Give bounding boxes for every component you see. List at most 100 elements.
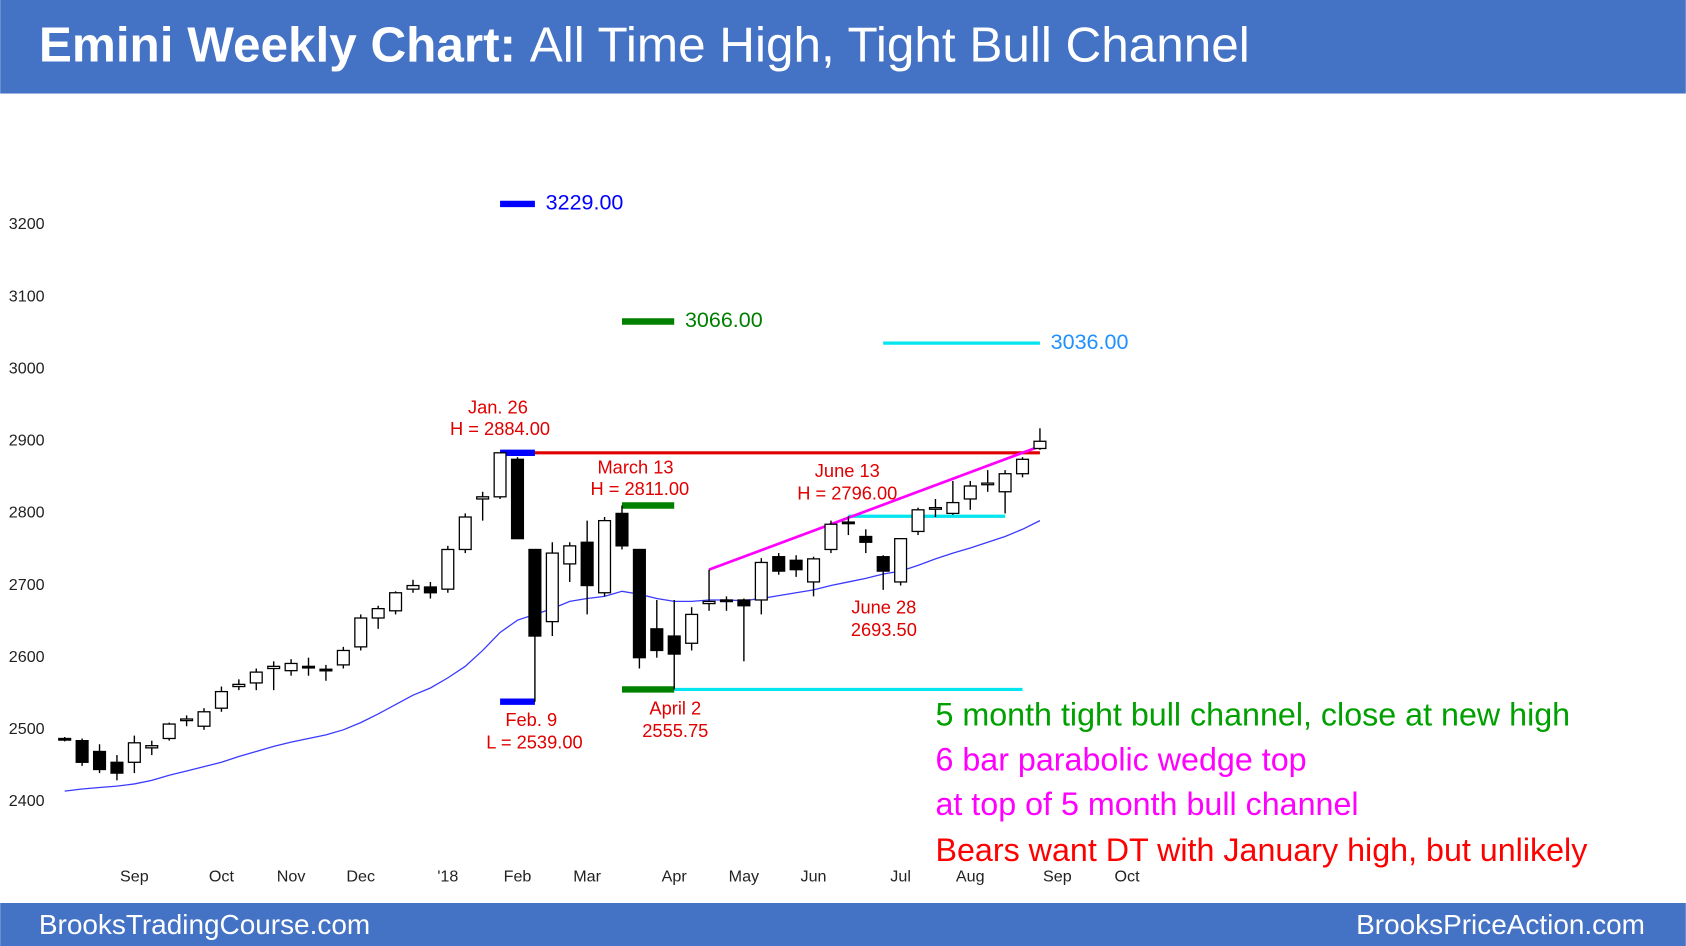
level-label: 3036.00 <box>1051 330 1129 354</box>
candle-body <box>650 628 664 652</box>
annotation: H = 2796.00 <box>797 482 897 503</box>
candle-body <box>772 556 786 572</box>
candle-body <box>841 521 855 525</box>
annotation: April 2 <box>649 697 701 718</box>
y-tick-label: 2900 <box>9 432 45 450</box>
candle-body <box>441 548 455 590</box>
candle-body <box>354 617 368 648</box>
candle-body <box>737 599 751 607</box>
title-bold: Emini Weekly Chart: <box>39 17 516 72</box>
x-tick-label: Mar <box>573 867 601 885</box>
annotation: March 13 <box>597 457 673 478</box>
candle-body <box>127 742 141 763</box>
candle-body <box>319 668 333 672</box>
annotation: H = 2811.00 <box>590 478 689 499</box>
level-label: 3229.00 <box>546 191 624 215</box>
annotation: L = 2539.00 <box>486 732 582 753</box>
x-tick-label: Sep <box>1043 867 1072 885</box>
candle-body <box>598 519 612 594</box>
note: at top of 5 month bull channel <box>935 786 1358 822</box>
candle-body <box>876 556 890 572</box>
candle-body <box>998 473 1012 493</box>
trendline <box>708 445 1041 571</box>
candle-body <box>232 683 246 688</box>
candle-body <box>92 750 107 771</box>
y-tick-label: 3000 <box>9 359 45 377</box>
candle-body <box>406 584 420 590</box>
candle-body <box>267 665 281 670</box>
annotation: June 28 <box>851 596 916 617</box>
candle-body <box>58 737 72 741</box>
y-tick-label: 2500 <box>9 720 45 738</box>
candle-body <box>754 561 768 601</box>
candle-body <box>789 559 803 571</box>
level-label: 3066.00 <box>685 308 763 332</box>
candle-body <box>75 740 89 763</box>
candle-body <box>719 599 734 603</box>
y-tick-label: 3200 <box>9 215 45 233</box>
annotation: Jan. 26 <box>468 396 528 417</box>
candle-body <box>563 545 577 565</box>
y-tick-label: 2600 <box>9 648 45 666</box>
header-bar <box>0 0 1686 94</box>
x-tick-label: Oct <box>1114 867 1140 885</box>
candle-body <box>894 538 908 583</box>
annotation: June 13 <box>815 460 880 481</box>
x-tick-label: Nov <box>277 867 306 885</box>
annotation: Feb. 9 <box>505 709 557 730</box>
candle-body <box>458 516 472 551</box>
footer-right: BrooksPriceAction.com <box>1356 909 1645 940</box>
y-tick-label: 2800 <box>9 504 45 522</box>
y-tick-label: 3100 <box>9 287 45 305</box>
annotation: 2693.50 <box>851 619 917 640</box>
note: 6 bar parabolic wedge top <box>935 742 1306 778</box>
candle-body <box>981 482 995 486</box>
candle-body <box>510 458 525 540</box>
annotation: H = 2884.00 <box>450 418 550 439</box>
x-tick-label: Oct <box>209 867 235 885</box>
y-tick-label: 2400 <box>9 792 45 810</box>
x-tick-label: Jun <box>801 867 827 885</box>
candle-body <box>389 592 403 612</box>
candle-body <box>615 512 629 547</box>
candle-body <box>1015 458 1030 475</box>
candle-body <box>493 452 507 498</box>
footer-left: BrooksTradingCourse.com <box>39 909 370 940</box>
candle-body <box>859 535 873 543</box>
candle-body <box>1033 440 1047 450</box>
note: 5 month tight bull channel, close at new… <box>935 697 1570 733</box>
annotation: 2555.75 <box>642 720 708 741</box>
candle-body <box>545 552 559 623</box>
x-tick-label: Jul <box>890 867 911 885</box>
candle-body <box>702 600 716 605</box>
candle-body <box>180 718 194 722</box>
candle-body <box>110 761 124 774</box>
x-tick-label: Aug <box>956 867 985 885</box>
candle-body <box>928 506 943 510</box>
candle-body <box>214 690 228 709</box>
candle-body <box>824 523 838 551</box>
candle-body <box>423 586 437 594</box>
candle-body <box>476 496 490 500</box>
title-rest: All Time High, Tight Bull Channel <box>530 17 1250 72</box>
candle-body <box>911 509 925 533</box>
candle-body <box>667 635 681 655</box>
candle-body <box>963 485 977 500</box>
candle-body <box>371 607 385 619</box>
candle-body <box>249 671 263 684</box>
candle-body <box>162 723 176 740</box>
candle-body <box>580 541 594 587</box>
candle-body <box>301 665 316 669</box>
x-tick-label: Sep <box>120 867 149 885</box>
candle-body <box>685 613 699 644</box>
candle-body <box>336 649 350 666</box>
x-tick-label: Apr <box>662 867 688 885</box>
x-tick-label: Feb <box>504 867 532 885</box>
x-tick-label: Dec <box>346 867 375 885</box>
footer-bar <box>0 903 1686 946</box>
title: Emini Weekly Chart: All Time High, Tight… <box>39 17 1250 72</box>
candle-body <box>197 711 211 727</box>
candle-body <box>806 558 821 583</box>
x-tick-label: May <box>729 867 760 885</box>
